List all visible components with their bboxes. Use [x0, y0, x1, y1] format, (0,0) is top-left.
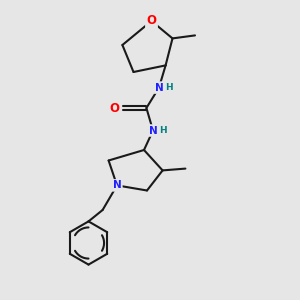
Text: N: N: [112, 180, 122, 190]
Text: N: N: [154, 82, 164, 93]
Text: O: O: [146, 14, 157, 28]
Text: N: N: [148, 125, 158, 136]
Text: H: H: [165, 83, 172, 92]
Text: O: O: [110, 101, 119, 115]
Text: H: H: [159, 126, 167, 135]
